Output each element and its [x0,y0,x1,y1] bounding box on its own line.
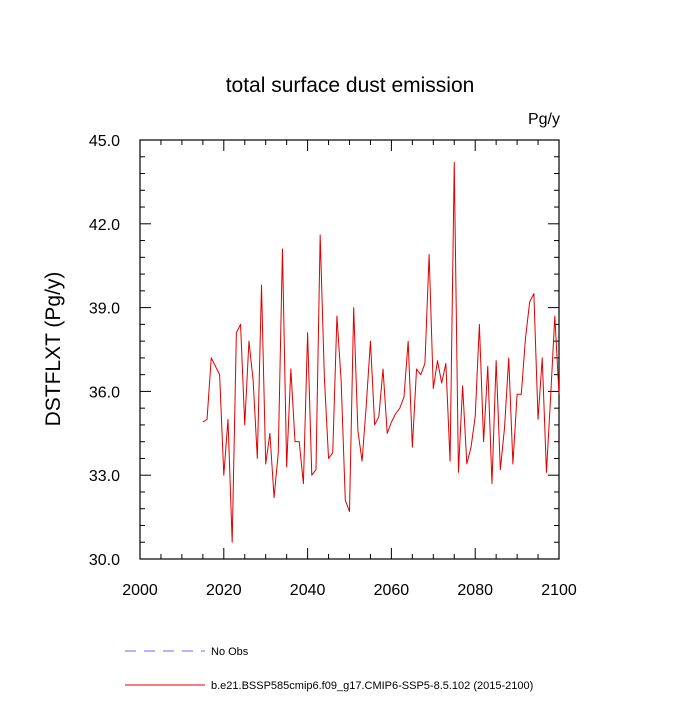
y-axis-label: DSTFLXT (Pg/y) [42,272,65,427]
y-tick-label: 39.0 [89,301,120,318]
y-tick-label: 42.0 [89,217,120,234]
x-tick-label: 2020 [206,582,242,599]
series-layer [202,161,560,543]
legend-label-no-obs: No Obs [211,646,249,658]
x-tick-label: 2100 [541,582,577,599]
legend-entry-no-obs: No Obs [125,646,249,658]
legend-entry-model-run: b.e21.BSSP585cmip6.f09_g17.CMIP6-SSP5-8.… [125,680,533,692]
y-tick-label: 36.0 [89,384,120,401]
y-tick-label: 33.0 [89,468,120,485]
y-tick-label: 45.0 [89,133,120,150]
x-tick-label: 2000 [122,582,158,599]
y-tick-label: 30.0 [89,552,120,569]
series-line [202,161,560,543]
units-label: Pg/y [528,111,560,128]
x-tick-label: 2080 [457,582,493,599]
legend: No Obs b.e21.BSSP585cmip6.f09_g17.CMIP6-… [125,646,533,692]
chart-title: total surface dust emission [226,74,475,97]
axis-ticks: 2000 2020 2040 2060 2080 2100 30.0 33.0 36.0 39.0… [89,133,577,599]
x-tick-label: 2060 [374,582,410,599]
x-tick-label: 2040 [290,582,326,599]
legend-label-model-run: b.e21.BSSP585cmip6.f09_g17.CMIP6-SSP5-8.… [211,680,533,692]
